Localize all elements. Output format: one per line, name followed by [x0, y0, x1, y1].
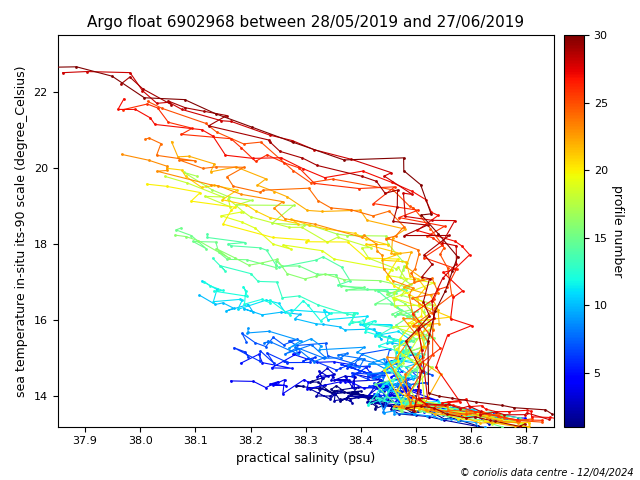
- Text: © coriolis data centre - 12/04/2024: © coriolis data centre - 12/04/2024: [460, 468, 634, 478]
- Y-axis label: profile number: profile number: [611, 185, 625, 277]
- Y-axis label: sea temperature in-situ its-90 scale (degree_Celsius): sea temperature in-situ its-90 scale (de…: [15, 65, 28, 397]
- Title: Argo float 6902968 between 28/05/2019 and 27/06/2019: Argo float 6902968 between 28/05/2019 an…: [87, 15, 524, 30]
- X-axis label: practical salinity (psu): practical salinity (psu): [236, 452, 375, 465]
